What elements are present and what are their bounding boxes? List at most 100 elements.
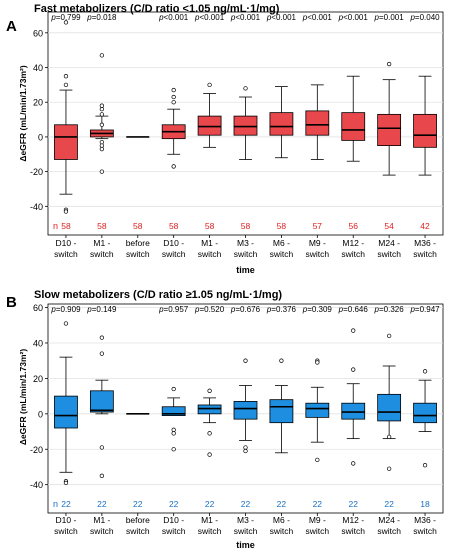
p-number: =0.957	[164, 305, 189, 314]
x-tick-label: M3 -	[237, 238, 254, 248]
p-symbol: p	[158, 13, 164, 22]
outlier-point	[99, 143, 105, 148]
x-tick-label: switch	[162, 249, 186, 259]
y-tick-label: -20	[30, 445, 43, 455]
x-tick-label: M1 -	[93, 238, 110, 248]
p-value: p=0.646	[338, 305, 369, 314]
n-count: 22	[348, 499, 358, 509]
outlier-point	[99, 351, 105, 356]
outlier-point	[243, 358, 248, 363]
x-tick-label: M24 -	[378, 238, 400, 248]
x-tick-label: switch	[341, 249, 365, 259]
outlier-point	[243, 445, 248, 450]
outlier-point	[207, 82, 212, 88]
p-number: =0.018	[92, 13, 117, 22]
x-tick-label: switch	[90, 526, 114, 536]
n-count: 22	[133, 499, 143, 509]
box	[233, 401, 258, 420]
outlier-point	[243, 86, 248, 91]
box	[305, 402, 330, 418]
n-count: 22	[241, 499, 251, 509]
outlier-point	[207, 431, 212, 436]
x-tick-label: M12 -	[342, 515, 364, 525]
box	[413, 113, 437, 148]
outlier-point	[171, 94, 176, 100]
p-number: =0.676	[235, 305, 260, 314]
x-tick-label: M12 -	[342, 238, 364, 248]
x-tick-label: switch	[234, 249, 258, 259]
y-tick-label: -40	[30, 480, 43, 490]
p-number: =0.309	[307, 305, 332, 314]
outlier-point	[63, 321, 69, 326]
p-value: p=0.520	[194, 305, 225, 314]
p-symbol: p	[86, 13, 92, 22]
p-value: p=0.799	[50, 13, 81, 22]
y-axis-label: ΔeGFR (mL/min/1.73m²)	[18, 65, 28, 161]
p-value: p=0.326	[374, 305, 405, 314]
outlier-point	[351, 367, 356, 372]
p-value: p=0.149	[86, 305, 117, 314]
outlier-point	[422, 463, 428, 468]
panel-slow-metabolizers: B Slow metabolizers (C/D ratio ≥1.05 ng/…	[0, 276, 450, 550]
box	[413, 402, 437, 424]
n-count: 58	[61, 221, 71, 231]
p-number: =0.376	[271, 305, 296, 314]
p-number: =0.646	[343, 305, 368, 314]
x-tick-label: D10 -	[163, 238, 184, 248]
panel-fast-metabolizers: A Fast metabolizers (C/D ratio <1.05 ng/…	[6, 3, 444, 275]
box	[197, 404, 222, 415]
p-symbol: p	[194, 13, 200, 22]
outlier-point	[279, 358, 284, 363]
chart-title: Slow metabolizers (C/D ratio ≥1.05 ng/mL…	[34, 289, 283, 301]
x-tick-label: switch	[126, 526, 150, 536]
x-tick-label: switch	[198, 249, 222, 259]
p-symbol: p	[266, 13, 272, 22]
p-symbol: p	[50, 305, 56, 314]
box	[377, 113, 402, 146]
box	[89, 390, 114, 413]
outlier-point	[99, 139, 105, 145]
outlier-point	[171, 431, 176, 436]
p-symbol: p	[194, 305, 200, 314]
p-number: =0.520	[199, 305, 224, 314]
outlier-point	[171, 87, 176, 93]
p-value: p<0.001	[230, 13, 261, 22]
p-symbol: p	[266, 305, 272, 314]
p-value: p=0.957	[158, 305, 189, 314]
n-count: 22	[277, 499, 287, 509]
p-value: p<0.001	[158, 13, 189, 22]
x-tick-label: M36 -	[414, 515, 436, 525]
outlier-point	[171, 386, 176, 392]
p-number: <0.001	[343, 13, 368, 22]
n-count: 56	[348, 221, 358, 231]
p-symbol: p	[409, 13, 415, 22]
outlier-point	[171, 447, 176, 452]
box	[54, 124, 78, 160]
x-tick-label: switch	[341, 526, 365, 536]
p-value: p=0.676	[230, 305, 261, 314]
p-value: p<0.001	[266, 13, 297, 22]
y-tick-label: 60	[33, 303, 43, 313]
outlier-point	[99, 107, 105, 112]
box	[269, 399, 294, 424]
x-tick-label: M9 -	[309, 515, 326, 525]
p-symbol: p	[302, 13, 308, 22]
outlier-point	[386, 466, 392, 471]
y-tick-label: 0	[38, 132, 43, 142]
panel-label: B	[6, 294, 17, 311]
outlier-point	[63, 480, 69, 486]
p-number: <0.001	[199, 13, 224, 22]
y-tick-label: 40	[33, 63, 43, 73]
n-count: 22	[205, 499, 215, 509]
x-tick-label: M1 -	[201, 238, 218, 248]
n-count: 58	[133, 221, 143, 231]
p-number: <0.001	[164, 13, 189, 22]
y-tick-label: -40	[30, 202, 43, 212]
p-value: p<0.001	[194, 13, 225, 22]
n-label: n	[53, 499, 58, 509]
box	[377, 393, 402, 422]
p-symbol: p	[374, 305, 380, 314]
p-value: p<0.001	[302, 13, 333, 22]
